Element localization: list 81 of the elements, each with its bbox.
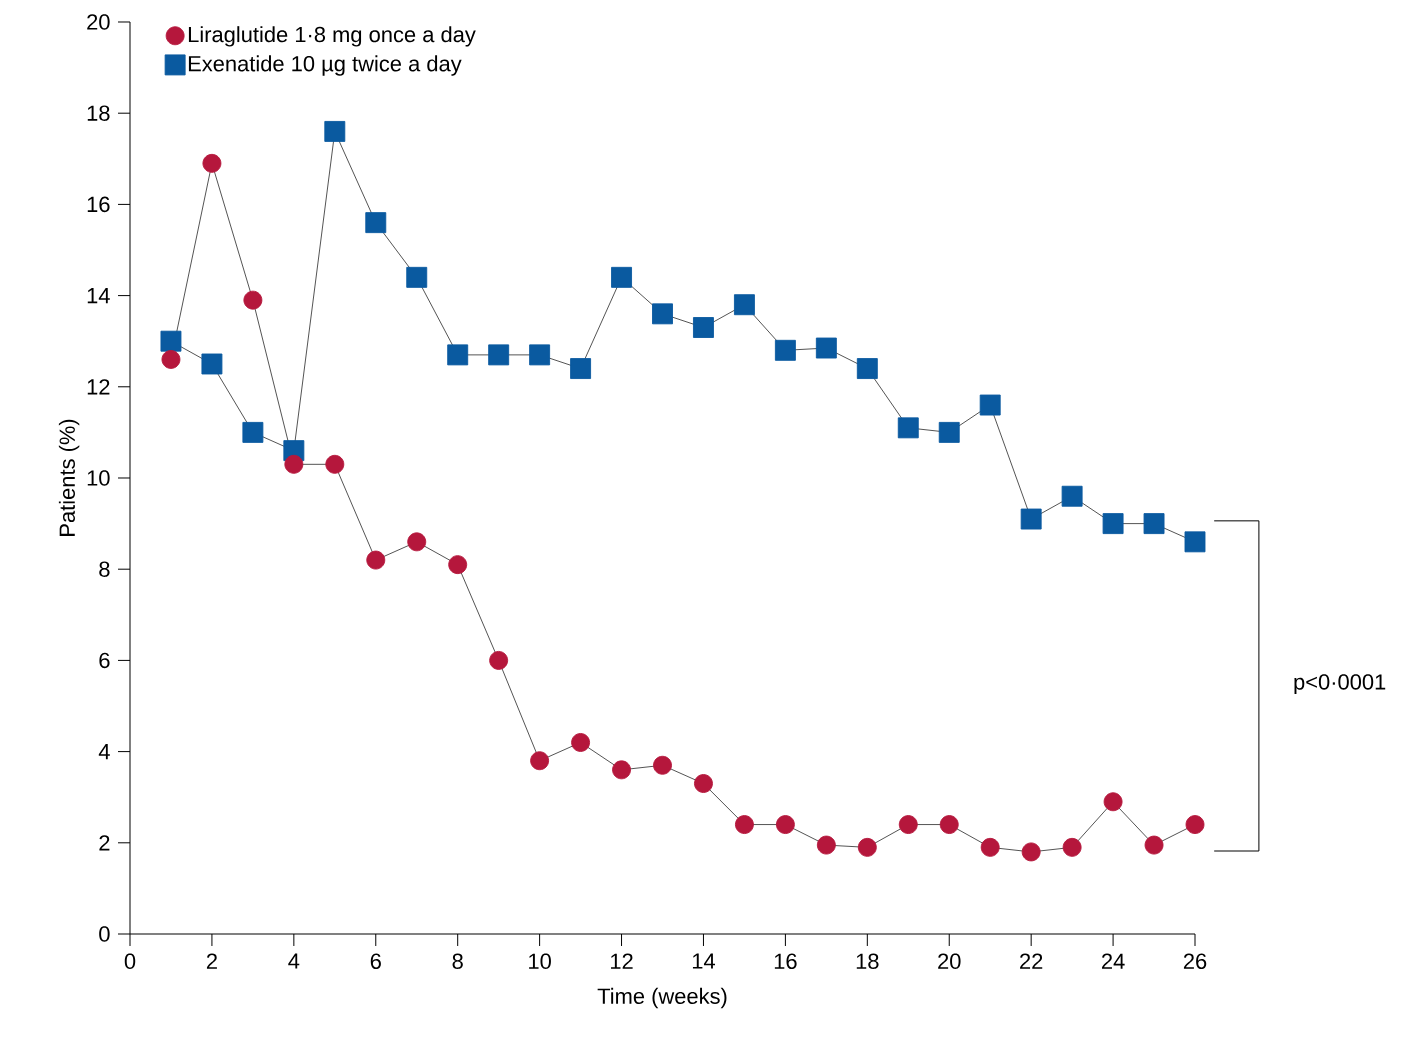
x-tick-label: 12: [611, 953, 633, 969]
x-tick-label: 0: [124, 953, 136, 970]
y-tick-label: 14: [87, 288, 110, 304]
point: [897, 417, 919, 439]
point: [856, 358, 878, 379]
point: [324, 120, 346, 142]
point: [161, 349, 181, 369]
point: [939, 815, 959, 835]
y-tick-label: 20: [87, 14, 110, 30]
point: [489, 650, 509, 670]
y-tick-label: 0: [99, 926, 110, 942]
point: [160, 330, 182, 352]
x-tick-label: 14: [692, 953, 716, 969]
point: [488, 344, 510, 366]
x-tick-label: 4: [288, 953, 300, 969]
point: [612, 760, 631, 780]
point: [611, 266, 632, 288]
y-axis-title: Patients (%): [58, 419, 80, 536]
point: [571, 733, 591, 752]
point: [570, 358, 592, 379]
x-tick-label: 20: [938, 953, 961, 970]
point: [774, 339, 796, 361]
y-tick-label: 2: [99, 835, 110, 851]
point: [1184, 531, 1206, 553]
point: [938, 421, 960, 443]
y-tick-label: 18: [87, 105, 110, 121]
x-tick-label: 8: [452, 953, 463, 970]
y-tick-label: 16: [87, 196, 110, 213]
point: [1062, 837, 1082, 857]
point: [652, 303, 673, 325]
point: [816, 835, 836, 855]
point: [529, 344, 551, 366]
point: [1144, 835, 1164, 855]
y-tick-label: 6: [99, 652, 110, 669]
point: [365, 212, 387, 234]
point: [447, 344, 469, 366]
point: [775, 815, 795, 835]
x-tick-label: 24: [1102, 953, 1125, 969]
y-tick-label: 8: [99, 561, 110, 577]
legend-label: Liraglutide 1·8 mg once a day: [188, 26, 476, 47]
x-tick-label: 22: [1020, 953, 1043, 969]
point: [733, 294, 755, 316]
point: [815, 337, 837, 359]
point: [1061, 485, 1083, 507]
y-tick-label: 12: [87, 379, 110, 395]
point: [406, 266, 428, 288]
legend-label: Exenatide 10 µg twice a day: [188, 55, 462, 76]
point: [284, 454, 304, 474]
point: [530, 751, 550, 771]
point: [407, 532, 427, 552]
x-axis-title: Time (weeks): [597, 987, 727, 1009]
x-tick-label: 26: [1183, 953, 1207, 970]
point: [325, 454, 345, 474]
point: [1102, 513, 1124, 535]
y-tick-label: 4: [98, 744, 110, 760]
point: [448, 555, 468, 575]
point: [201, 353, 223, 375]
point: [979, 394, 1001, 416]
x-tick-label: 16: [774, 953, 797, 970]
x-tick-label: 2: [206, 953, 217, 969]
point: [857, 837, 877, 857]
point: [1185, 815, 1205, 835]
x-tick-label: 6: [370, 953, 381, 970]
x-tick-label: 10: [529, 953, 551, 970]
point: [980, 837, 1000, 857]
point: [202, 153, 222, 173]
x-tick-label: 18: [856, 953, 879, 970]
point: [693, 317, 714, 338]
y-tick-label: 10: [87, 470, 110, 486]
text: p<0·0001: [1294, 674, 1386, 695]
point: [1103, 792, 1123, 812]
point: [653, 755, 672, 775]
point: [1021, 842, 1041, 862]
point: [366, 550, 386, 570]
point: [1020, 508, 1042, 530]
point: [242, 421, 264, 443]
point: [898, 815, 918, 835]
point: [1143, 513, 1165, 535]
point: [694, 774, 713, 793]
point: [734, 815, 754, 835]
point: [243, 290, 263, 310]
